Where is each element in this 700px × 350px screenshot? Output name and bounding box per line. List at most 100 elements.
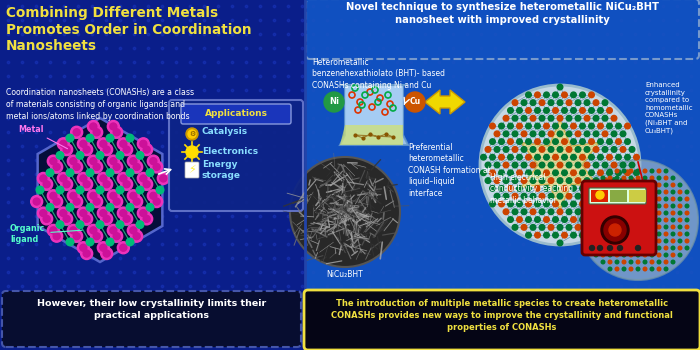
Circle shape <box>93 129 100 136</box>
Circle shape <box>602 100 608 105</box>
Circle shape <box>636 176 640 180</box>
Circle shape <box>55 151 64 160</box>
FancyBboxPatch shape <box>0 0 305 350</box>
Circle shape <box>137 207 149 219</box>
Circle shape <box>522 100 527 105</box>
Circle shape <box>503 194 509 199</box>
Circle shape <box>481 154 486 160</box>
Circle shape <box>629 246 633 250</box>
Circle shape <box>650 260 654 264</box>
Circle shape <box>133 198 140 205</box>
Circle shape <box>123 181 130 188</box>
Circle shape <box>629 253 633 257</box>
FancyBboxPatch shape <box>610 190 627 202</box>
Polygon shape <box>425 90 465 114</box>
Circle shape <box>53 233 60 240</box>
Circle shape <box>608 260 612 264</box>
Circle shape <box>607 217 612 222</box>
Circle shape <box>575 100 581 105</box>
Circle shape <box>522 209 527 215</box>
Circle shape <box>678 211 682 215</box>
Circle shape <box>608 232 612 236</box>
Circle shape <box>685 225 689 229</box>
Circle shape <box>634 170 639 176</box>
Circle shape <box>33 198 40 205</box>
Circle shape <box>671 253 675 257</box>
Circle shape <box>685 211 689 215</box>
Circle shape <box>615 239 619 243</box>
Circle shape <box>70 158 77 164</box>
Circle shape <box>636 260 640 264</box>
Circle shape <box>575 209 581 215</box>
Circle shape <box>570 186 576 191</box>
Circle shape <box>103 181 110 188</box>
Circle shape <box>74 129 80 136</box>
Circle shape <box>615 253 619 257</box>
Circle shape <box>110 123 117 130</box>
Circle shape <box>570 232 576 238</box>
Circle shape <box>50 192 57 199</box>
Circle shape <box>50 161 63 173</box>
Circle shape <box>594 253 598 257</box>
Circle shape <box>575 131 581 136</box>
Circle shape <box>593 178 598 183</box>
Circle shape <box>664 218 668 222</box>
Circle shape <box>539 162 545 168</box>
Circle shape <box>60 175 66 182</box>
Circle shape <box>544 217 550 222</box>
Circle shape <box>544 92 550 98</box>
Circle shape <box>498 186 504 191</box>
Circle shape <box>498 170 504 176</box>
Circle shape <box>517 108 522 113</box>
Circle shape <box>557 147 563 152</box>
Circle shape <box>526 201 531 207</box>
Circle shape <box>130 192 136 199</box>
Circle shape <box>650 211 654 215</box>
Circle shape <box>494 131 500 136</box>
Circle shape <box>678 197 682 201</box>
Circle shape <box>608 204 612 208</box>
Circle shape <box>580 170 585 176</box>
Circle shape <box>594 204 598 208</box>
Circle shape <box>40 175 47 182</box>
Circle shape <box>141 213 153 225</box>
Circle shape <box>83 181 90 188</box>
Circle shape <box>657 204 661 208</box>
Circle shape <box>153 163 160 170</box>
Circle shape <box>596 191 604 199</box>
Circle shape <box>125 203 134 212</box>
Circle shape <box>650 267 654 271</box>
Circle shape <box>508 217 513 222</box>
Circle shape <box>116 186 125 195</box>
Circle shape <box>70 192 77 199</box>
Circle shape <box>598 245 603 251</box>
Circle shape <box>530 194 536 199</box>
Circle shape <box>607 108 612 113</box>
Circle shape <box>570 201 576 207</box>
Text: Energy
storage: Energy storage <box>202 160 241 180</box>
Circle shape <box>106 203 115 212</box>
Circle shape <box>584 209 590 215</box>
Circle shape <box>664 246 668 250</box>
Circle shape <box>508 123 513 129</box>
Circle shape <box>120 140 127 147</box>
Circle shape <box>629 162 635 168</box>
Circle shape <box>107 155 119 167</box>
Circle shape <box>589 92 594 98</box>
Circle shape <box>526 92 531 98</box>
Circle shape <box>508 201 513 207</box>
Circle shape <box>535 201 540 207</box>
Circle shape <box>57 207 69 219</box>
Circle shape <box>118 138 130 150</box>
Circle shape <box>503 209 509 215</box>
Circle shape <box>566 209 572 215</box>
Circle shape <box>671 190 675 194</box>
Circle shape <box>530 116 536 121</box>
Circle shape <box>147 155 160 167</box>
Circle shape <box>101 178 113 190</box>
Polygon shape <box>521 120 599 210</box>
Circle shape <box>629 176 633 180</box>
Circle shape <box>116 151 125 160</box>
Text: Applications: Applications <box>204 110 267 119</box>
Circle shape <box>544 201 550 207</box>
